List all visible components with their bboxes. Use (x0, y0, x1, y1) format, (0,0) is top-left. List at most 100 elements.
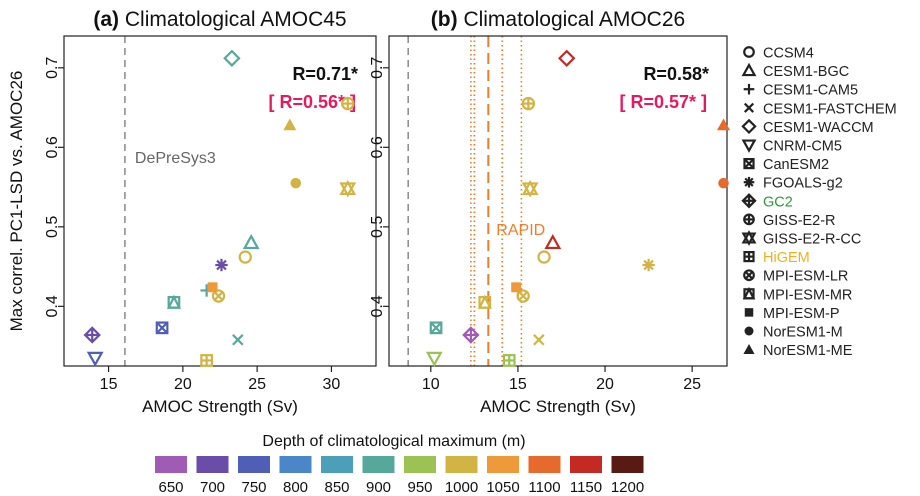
legend-label: NorESM1-M (763, 325, 843, 341)
legend-marker (743, 213, 755, 226)
y-tick-label: 0.5 (369, 216, 386, 238)
x-tick-label: 15 (100, 376, 118, 393)
legend-marker (741, 62, 757, 77)
legend-marker (743, 83, 755, 95)
plot-frame (63, 35, 377, 367)
colorbar-swatch (487, 456, 519, 473)
legend-marker (742, 286, 756, 300)
colorbar-label: 1000 (445, 479, 478, 496)
point-mpi-esm-p (207, 282, 218, 293)
obs-label: DePreSys3 (135, 150, 216, 167)
legend-label: CESM1-WACCM (763, 120, 874, 136)
panel-title-text: Climatological AMOC26 (463, 8, 685, 31)
colorbar-title: Depth of climatological maximum (m) (262, 433, 525, 450)
colorbar-swatch (279, 456, 312, 473)
point-cesm1-fastchem (533, 334, 545, 346)
legend-marker (743, 344, 755, 355)
y-tick-label: 0.6 (369, 136, 386, 158)
point-mpi-esm-lr (211, 289, 226, 303)
y-tick-label: 0.4 (369, 295, 386, 317)
panel-title: (b) Climatological AMOC26 (431, 8, 685, 31)
r-value: R=0.58* (643, 64, 709, 84)
y-axis-label: Max correl. PC1-LSD vs. AMOC26 (7, 71, 26, 332)
r-value: R=0.71* (292, 64, 358, 84)
colorbar-swatch (528, 456, 561, 473)
point-noresm1-me (717, 118, 731, 131)
legend-marker (743, 157, 755, 170)
legend: CCSM4 CESM1-BGC CESM1-CAM5 CESM1-FASTCHEM CE… (741, 46, 897, 359)
point-cnrm-cm5 (86, 351, 104, 367)
y-tick-label: 0.7 (44, 57, 61, 79)
point-canesm2 (429, 321, 443, 335)
legend-label: GC2 (763, 194, 793, 210)
y-tick-label: 0.4 (44, 295, 61, 317)
panel-b: (b) Climatological AMOC26 RAPID 10 15 20 25 0.… (369, 8, 731, 416)
point-giss-e2-r-cc (521, 179, 539, 198)
point-noresm1-m (718, 177, 729, 189)
point-giss-e2-r-cc (339, 179, 357, 198)
point-fgoals-g2 (215, 258, 228, 272)
point-mpi-esm-mr (166, 294, 181, 309)
colorbar-swatch (362, 456, 395, 473)
colorbar-label: 1200 (611, 479, 644, 496)
x-tick-label: 15 (509, 376, 527, 393)
x-tick-label: 30 (323, 376, 341, 393)
point-mpi-esm-lr (516, 289, 530, 303)
legend-marker (743, 46, 755, 58)
legend-marker (741, 118, 757, 135)
legend-label: HiGEM (763, 250, 810, 266)
legend-marker (743, 176, 755, 188)
colorbar-swatch (611, 456, 644, 473)
x-tick-label: 20 (596, 376, 614, 393)
legend-label: CESM1-BGC (763, 64, 849, 80)
colorbar-swatch (570, 456, 602, 473)
point-mpi-esm-p (511, 282, 522, 293)
point-cesm1-fastchem (232, 334, 244, 346)
colorbar-label: 950 (407, 479, 432, 496)
colorbar-label: 850 (324, 479, 349, 496)
x-tick-label: 20 (174, 376, 192, 393)
legend-marker (741, 193, 757, 209)
colorbar-label: 700 (200, 479, 225, 496)
point-cesm1-waccm (558, 49, 576, 67)
colorbar: Depth of climatological maximum (m) 650 70… (155, 433, 644, 496)
point-giss-e2-r (341, 96, 355, 111)
panel-letter: (b) (431, 8, 464, 31)
legend-marker (743, 102, 755, 113)
colorbar-label: 750 (241, 479, 266, 496)
panels: (a) Climatological AMOC45 DePreSys3 15 20 25… (7, 8, 731, 416)
colorbar-swatch (155, 456, 187, 473)
colorbar-label: 900 (366, 479, 391, 496)
legend-label: MPI-ESM-MR (763, 287, 852, 303)
legend-marker (741, 139, 757, 153)
rapid-label: RAPID (496, 222, 545, 239)
point-cesm1-bgc (242, 233, 260, 250)
point-cesm1-waccm (223, 49, 241, 67)
point-ccsm4 (238, 250, 252, 264)
legend-label: CESM1-FASTCHEM (763, 101, 897, 117)
legend-label: FGOALS-g2 (763, 176, 843, 192)
point-canesm2 (155, 321, 169, 335)
legend-marker (743, 269, 755, 282)
colorbar-label: 1100 (528, 479, 560, 496)
point-cesm1-bgc (544, 233, 562, 250)
colorbar-label: 800 (283, 479, 308, 496)
r-value-alt: [ R=0.56* ] (268, 92, 356, 112)
colorbar-swatch (196, 456, 229, 473)
point-ccsm4 (537, 250, 551, 264)
colorbar-swatch (445, 456, 478, 473)
colorbar-swatch (404, 456, 436, 473)
colorbar-label: 1050 (486, 479, 519, 496)
point-gc2 (83, 326, 101, 344)
r-value-alt: [ R=0.57* ] (619, 92, 707, 112)
colorbar-label: 650 (158, 479, 183, 496)
x-tick-label: 25 (683, 376, 701, 393)
colorbar-label: 1150 (570, 479, 602, 496)
point-cnrm-cm5 (425, 351, 443, 367)
legend-label: CCSM4 (763, 46, 814, 62)
panel-letter: (a) (93, 8, 125, 31)
legend-marker (744, 326, 754, 336)
legend-label: GISS-E2-R-CC (763, 232, 861, 248)
point-noresm1-me (283, 118, 297, 131)
